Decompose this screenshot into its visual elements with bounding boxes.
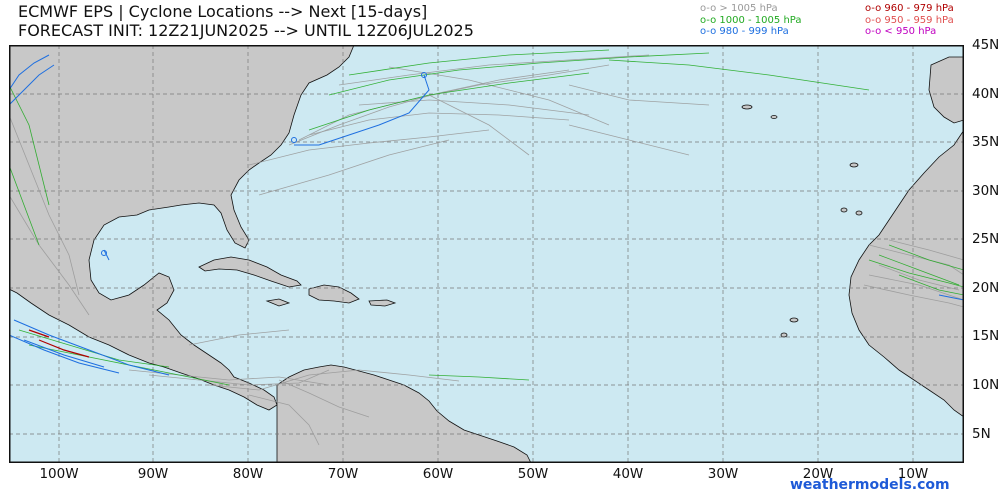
lon-label-100w: 100W <box>39 466 79 482</box>
lat-label-30n: 30N <box>972 183 1000 199</box>
lat-label-10n: 10N <box>972 377 1000 393</box>
graticule <box>9 45 964 463</box>
lon-label-50w: 50W <box>517 466 549 482</box>
lat-label-25n: 25N <box>972 231 1000 247</box>
credit-link[interactable]: weathermodels.com <box>790 477 950 493</box>
cyclone-track-map <box>9 45 964 463</box>
pressure-legend-left: o-o > 1005 hPa o-o 1000 - 1005 hPa o-o 9… <box>700 3 801 38</box>
map-title: ECMWF EPS | Cyclone Locations --> Next [… <box>18 2 474 40</box>
hispaniola-land <box>308 284 360 304</box>
title-line-2: FORECAST INIT: 12Z21JUN2025 --> UNTIL 12… <box>18 21 474 40</box>
lat-label-35n: 35N <box>972 134 1000 150</box>
lat-label-15n: 15N <box>972 328 1000 344</box>
lon-label-30w: 30W <box>707 466 739 482</box>
tracks-960-979 <box>28 329 90 358</box>
lon-label-70w: 70W <box>327 466 359 482</box>
tracks-980-999 <box>9 54 964 376</box>
lon-label-80w: 80W <box>232 466 264 482</box>
lon-label-10w: 10W <box>897 466 929 482</box>
legend-entry-lt950: o-o < 950 hPa <box>865 26 937 37</box>
track-markers <box>101 72 427 256</box>
puerto-rico-land <box>368 299 397 307</box>
tracks-gt1005 <box>9 54 964 446</box>
lat-label-5n: 5N <box>972 426 991 442</box>
legend-entry-gt1005: o-o > 1005 hPa <box>700 3 778 14</box>
legend-entry-1000-1005: o-o 1000 - 1005 hPa <box>700 14 802 26</box>
north-america-land <box>9 45 355 411</box>
lon-label-20w: 20W <box>802 466 834 482</box>
lat-label-20n: 20N <box>972 280 1000 296</box>
lon-label-40w: 40W <box>612 466 644 482</box>
lon-label-60w: 60W <box>422 466 454 482</box>
legend-entry-950-959: o-o 950 - 959 hPa <box>865 14 954 26</box>
legend-entry-960-979: o-o 960 - 979 hPa <box>865 3 954 14</box>
africa-land <box>848 129 964 418</box>
title-line-1: ECMWF EPS | Cyclone Locations --> Next [… <box>18 2 428 21</box>
cuba-land <box>198 256 302 288</box>
lat-label-40n: 40N <box>972 86 1000 102</box>
pressure-legend-right: o-o 960 - 979 hPa o-o 950 - 959 hPa o-o … <box>865 3 954 38</box>
lon-label-90w: 90W <box>137 466 169 482</box>
latitude-axis: 45N 40N 35N 30N 25N 20N 15N 10N 5N <box>968 0 1000 500</box>
atlantic-islands <box>741 104 863 338</box>
south-america-land <box>276 364 532 463</box>
map-frame <box>9 45 964 463</box>
lat-label-45n: 45N <box>972 37 1000 53</box>
iberia-land <box>928 56 964 124</box>
jamaica-land <box>265 298 291 307</box>
legend-entry-980-999: o-o 980 - 999 hPa <box>700 26 789 37</box>
